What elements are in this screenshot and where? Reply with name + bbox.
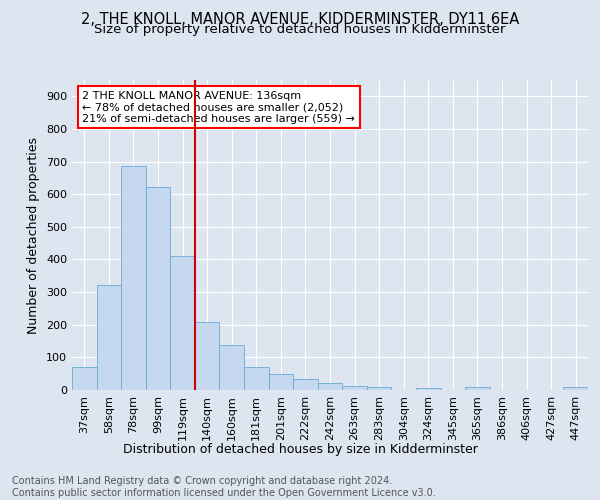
Bar: [563, 388, 588, 390]
Bar: [195, 322, 220, 390]
Text: 2 THE KNOLL MANOR AVENUE: 136sqm
← 78% of detached houses are smaller (2,052)
21: 2 THE KNOLL MANOR AVENUE: 136sqm ← 78% o…: [82, 91, 355, 124]
Bar: [293, 378, 318, 390]
Bar: [465, 388, 490, 390]
Bar: [146, 186, 170, 390]
Text: Size of property relative to detached houses in Kidderminster: Size of property relative to detached ho…: [94, 22, 506, 36]
Bar: [269, 374, 293, 390]
Bar: [97, 284, 121, 390]
Text: 2, THE KNOLL, MANOR AVENUE, KIDDERMINSTER, DY11 6EA: 2, THE KNOLL, MANOR AVENUE, KIDDERMINSTE…: [81, 12, 519, 28]
Y-axis label: Number of detached properties: Number of detached properties: [28, 136, 40, 334]
Bar: [416, 388, 440, 390]
Bar: [72, 366, 97, 390]
Bar: [318, 383, 342, 390]
Bar: [342, 386, 367, 390]
Bar: [170, 256, 195, 390]
Bar: [220, 345, 244, 390]
Bar: [121, 166, 146, 390]
Bar: [367, 386, 391, 390]
Text: Distribution of detached houses by size in Kidderminster: Distribution of detached houses by size …: [122, 442, 478, 456]
Bar: [244, 367, 269, 390]
Text: Contains HM Land Registry data © Crown copyright and database right 2024.
Contai: Contains HM Land Registry data © Crown c…: [12, 476, 436, 498]
